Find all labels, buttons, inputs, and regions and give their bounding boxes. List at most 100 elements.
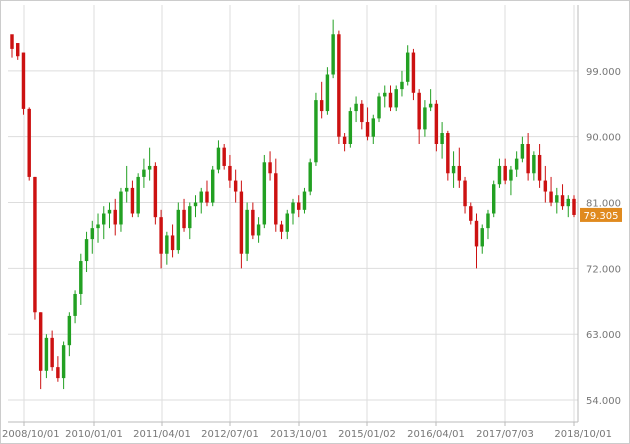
last-value-label: 79.305 [584, 211, 619, 222]
x-tick-label: 2015/01/02 [338, 429, 396, 440]
candle-body [205, 192, 208, 203]
candle-body [337, 34, 340, 136]
candle [22, 53, 25, 115]
candle-body [360, 104, 363, 122]
candle-body [56, 367, 59, 378]
candle [377, 93, 380, 122]
candle-body [435, 104, 438, 144]
candle-body [429, 104, 432, 108]
candle-body [503, 166, 506, 181]
candle-body [354, 104, 357, 111]
candle [349, 107, 352, 147]
candle-body [33, 177, 36, 312]
candle-body [567, 199, 570, 206]
candle-body [125, 188, 128, 192]
candle-body [452, 166, 455, 173]
candle-body [526, 144, 529, 173]
candle [435, 100, 438, 151]
candle-body [383, 93, 386, 97]
y-tick-label: 99.000 [586, 67, 621, 78]
candle-body [515, 159, 518, 170]
candle-body [331, 34, 334, 74]
candle-body [538, 155, 541, 181]
candle-body [412, 53, 415, 93]
candle-body [171, 235, 174, 250]
candle [177, 203, 180, 254]
candle-body [73, 294, 76, 316]
candle-body [395, 89, 398, 107]
candle-body [136, 177, 139, 214]
candle [245, 203, 248, 262]
x-tick-label: 2013/10/01 [270, 429, 328, 440]
y-tick-label: 72.000 [586, 264, 621, 275]
candle-body [481, 228, 484, 246]
candle-body [79, 261, 82, 294]
y-tick-label: 63.000 [586, 330, 621, 341]
candle-body [165, 235, 168, 253]
candle [412, 49, 415, 100]
candle-body [314, 100, 317, 162]
candle-body [291, 203, 294, 214]
candle-body [377, 96, 380, 118]
candle-body [440, 133, 443, 144]
candle-body [486, 214, 489, 229]
y-tick-label: 54.000 [586, 396, 621, 407]
candle-body [39, 312, 42, 371]
candle-body [458, 166, 461, 181]
candle-body [159, 217, 162, 254]
candle [27, 107, 30, 180]
candle-body [297, 203, 300, 210]
candle-body [251, 210, 254, 236]
candle-body [286, 214, 289, 232]
candle-body [326, 75, 329, 112]
candle-body [509, 170, 512, 181]
candle-body [549, 192, 552, 203]
candle-body [154, 166, 157, 217]
candle-body [211, 170, 214, 203]
candle [33, 177, 36, 320]
candle-body [268, 162, 271, 173]
candle-body [228, 166, 231, 181]
x-tick-label: 2012/07/01 [201, 429, 259, 440]
candle-body [217, 148, 220, 170]
candle [492, 181, 495, 218]
candle-body [194, 203, 197, 207]
candle [154, 162, 157, 224]
candle-body [406, 53, 409, 82]
candle-body [303, 192, 306, 210]
candle-body [475, 221, 478, 247]
candle [446, 131, 449, 181]
candle-body [308, 162, 311, 191]
candle-body [572, 199, 575, 215]
candle-body [222, 148, 225, 166]
candle-body [182, 210, 185, 228]
candle-body [102, 214, 105, 225]
candle-body [417, 93, 420, 130]
candle-body [263, 162, 266, 224]
x-tick-label: 2017/07/03 [476, 429, 534, 440]
candle-body [245, 210, 248, 254]
x-axis-tick-labels: 2008/10/012010/01/012011/04/012012/07/01… [2, 429, 612, 440]
candle-body [280, 224, 283, 231]
x-tick-label: 2010/01/01 [65, 429, 123, 440]
candle-body [50, 338, 53, 367]
candle [263, 155, 266, 228]
candle-body [188, 206, 191, 228]
candle-body [469, 206, 472, 221]
candle-body [446, 133, 449, 173]
candle-body [119, 192, 122, 225]
x-tick-label: 2018/10/01 [554, 429, 612, 440]
x-tick-label: 2011/04/01 [133, 429, 191, 440]
candle-body [22, 53, 25, 109]
candle-body [257, 224, 260, 235]
candle-body [366, 122, 369, 137]
candle-body [532, 155, 535, 173]
candle-body [148, 166, 151, 170]
candle [222, 144, 225, 170]
candle-body [492, 184, 495, 213]
candle [308, 159, 311, 196]
candle-body [521, 144, 524, 159]
candle-body [108, 210, 111, 214]
